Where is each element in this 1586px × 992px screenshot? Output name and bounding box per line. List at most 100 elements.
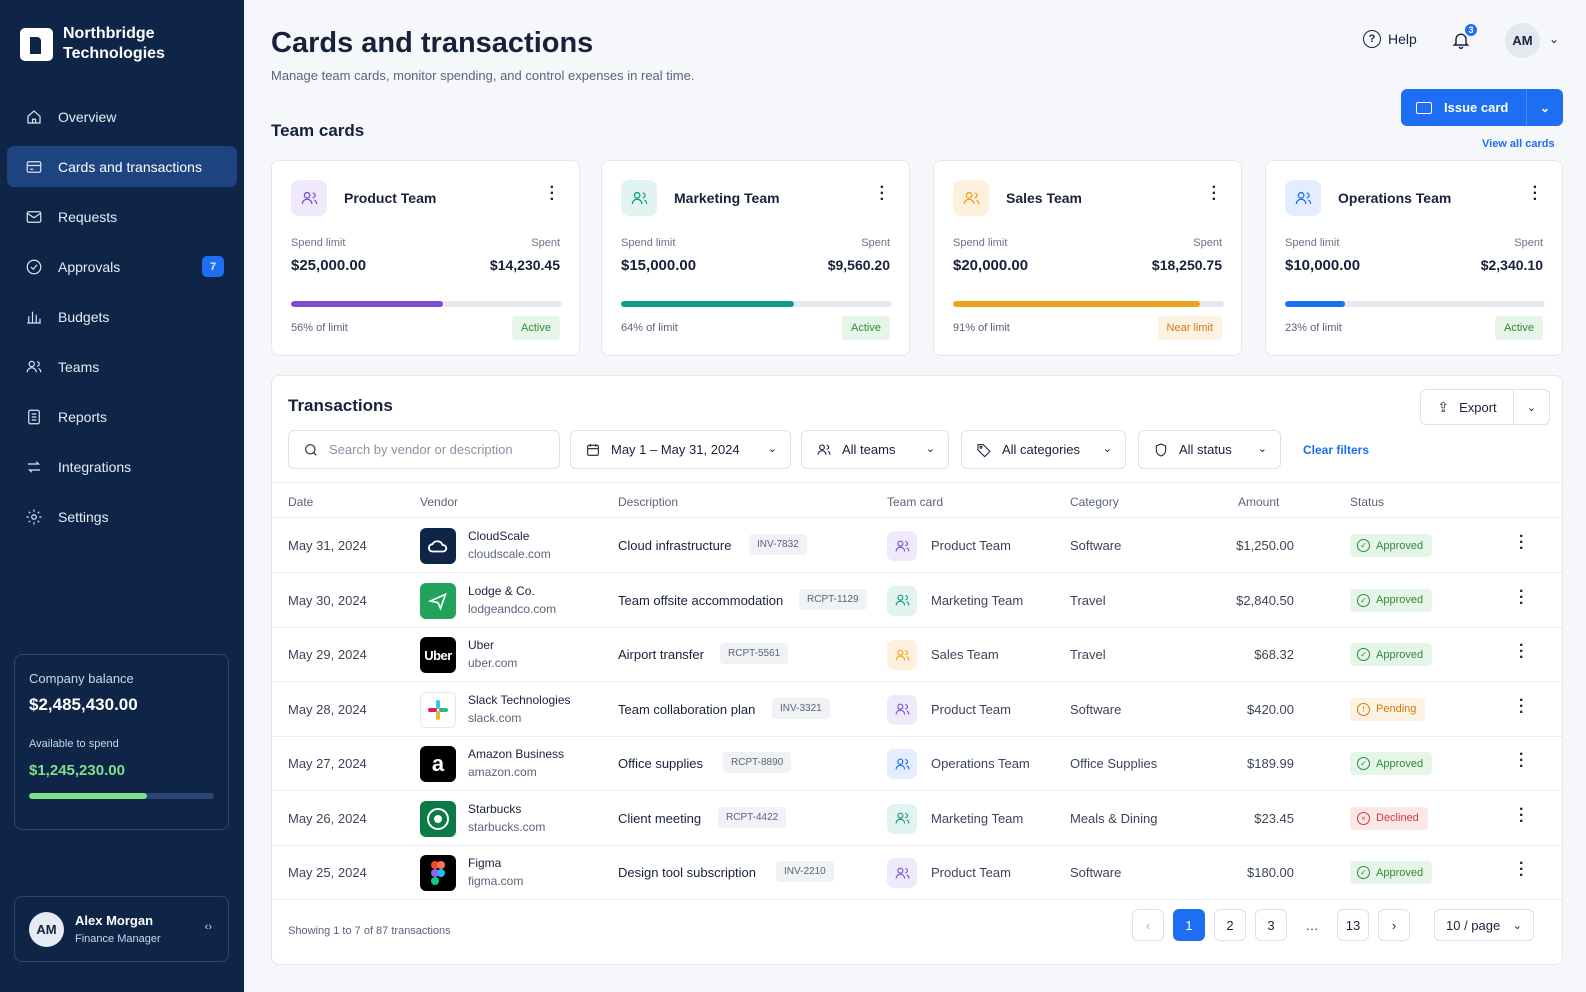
spend-progress-fill: [291, 301, 443, 307]
more-options-icon[interactable]: · · ·: [1519, 800, 1525, 830]
transaction-date: May 28, 2024: [288, 701, 367, 717]
transactions-panel: Transactions ⇪ Export ⌄ Search by vendor …: [271, 375, 1563, 965]
more-options-icon[interactable]: · · ·: [1532, 179, 1538, 208]
vendor-name[interactable]: CloudScale: [468, 529, 530, 543]
users-icon: [887, 585, 917, 616]
users-icon: [953, 180, 989, 216]
more-options-icon[interactable]: · · ·: [1519, 855, 1525, 884]
page-button[interactable]: 3: [1255, 909, 1287, 941]
team-card[interactable]: Marketing Team · · · Spend limit Spent $15,000…: [601, 160, 910, 356]
sidebar-item-reports[interactable]: Reports: [7, 396, 237, 437]
sidebar-item-integrations[interactable]: Integrations: [7, 446, 237, 487]
export-button[interactable]: ⇪ Export ⌄: [1420, 389, 1550, 425]
sidebar-item-requests[interactable]: Requests: [7, 196, 237, 237]
page-button[interactable]: 1: [1173, 909, 1205, 941]
search-input[interactable]: Search by vendor or description: [288, 430, 560, 469]
table-row[interactable]: May 26, 2024 Starbucks starbucks.com Client…: [272, 791, 1562, 846]
transaction-category: Software: [1070, 538, 1122, 553]
more-options-icon[interactable]: · · ·: [1519, 746, 1525, 775]
issue-card-button[interactable]: Issue card ⌄: [1401, 89, 1563, 126]
col-category[interactable]: Category: [1070, 495, 1119, 509]
team-card[interactable]: Product Team · · · Spend limit Spent $25,000.0…: [271, 160, 580, 356]
card-icon: [25, 158, 43, 176]
transaction-date: May 27, 2024: [288, 756, 367, 771]
help-button[interactable]: ? Help: [1363, 30, 1417, 48]
vendor-name[interactable]: Uber: [468, 638, 495, 652]
sidebar-item-overview[interactable]: Overview: [7, 96, 237, 137]
more-options-icon[interactable]: · · ·: [549, 179, 555, 208]
vendor-name[interactable]: Amazon Business: [468, 747, 565, 761]
sidebar-item-budgets[interactable]: Budgets: [7, 296, 237, 337]
col-team-card[interactable]: Team card: [887, 495, 944, 509]
more-options-icon[interactable]: · · ·: [1519, 528, 1525, 557]
sidebar-item-approvals[interactable]: Approvals 7: [7, 246, 237, 287]
vendor-name[interactable]: Figma: [468, 856, 502, 870]
transaction-description: Cloud infrastructure: [618, 538, 732, 553]
vendor-name[interactable]: Slack Technologies: [468, 692, 571, 707]
status-icon: ✓: [1357, 539, 1370, 552]
status-badge: ✓ Approved: [1350, 861, 1433, 884]
col-amount[interactable]: Amount: [1238, 495, 1280, 509]
company-balance-panel: Company balance $2,485,430.00 Available …: [14, 654, 229, 830]
sidebar-item-teams[interactable]: Teams: [7, 346, 237, 387]
date-range-filter[interactable]: May 1 – May 31, 2024 ⌄: [570, 430, 791, 469]
more-options-icon[interactable]: · · ·: [1519, 637, 1525, 666]
col-description[interactable]: Description: [618, 495, 679, 509]
issue-card-dropdown-icon[interactable]: ⌄: [1539, 100, 1551, 115]
col-vendor[interactable]: Vendor: [420, 495, 459, 509]
showing-count: Showing 1 to 7 of 87 transactions: [288, 925, 451, 937]
more-options-icon[interactable]: · · ·: [1519, 582, 1525, 612]
header-avatar[interactable]: AM: [1505, 23, 1540, 58]
category-filter[interactable]: All categories ⌄: [961, 430, 1126, 469]
page-button[interactable]: 2: [1214, 909, 1246, 941]
page-size-select[interactable]: 10 / page ⌄: [1434, 909, 1534, 941]
table-row[interactable]: May 29, 2024 Uber Uber uber.com Airport tran…: [272, 627, 1562, 682]
users-icon: [25, 358, 43, 376]
table-row[interactable]: May 30, 2024 Lodge & Co. lodgeandco.com Tea…: [272, 573, 1562, 628]
more-options-icon[interactable]: · · ·: [1211, 179, 1217, 208]
team-card-name: Marketing Team: [931, 592, 1024, 608]
transaction-description: Office supplies: [618, 756, 704, 771]
vendor-logo: [420, 691, 456, 728]
company-name: Northbridge Technologies: [63, 25, 165, 62]
view-all-cards-link[interactable]: View all cards: [1482, 138, 1555, 150]
clear-filters-link[interactable]: Clear filters: [1303, 443, 1370, 457]
sidebar-item-label: Approvals: [58, 258, 121, 275]
inbox-icon: [25, 208, 43, 226]
brand[interactable]: Northbridge Technologies: [20, 24, 183, 64]
users-icon: [1285, 180, 1321, 216]
prev-page-button[interactable]: ‹: [1132, 909, 1164, 941]
sidebar-item-settings[interactable]: Settings: [7, 496, 237, 537]
status-filter[interactable]: All status ⌄: [1138, 430, 1281, 469]
vendor-name[interactable]: Starbucks: [468, 801, 522, 816]
page-button[interactable]: 13: [1337, 909, 1369, 941]
more-options-icon[interactable]: · · ·: [1519, 691, 1525, 721]
team-card[interactable]: Sales Team · · · Spend limit Spent $20,000.00 $…: [933, 160, 1242, 356]
table-row[interactable]: May 31, 2024 CloudScale cloudscale.com Clou…: [272, 518, 1562, 573]
next-page-button[interactable]: ›: [1378, 909, 1410, 941]
table-row[interactable]: May 27, 2024 a Amazon Business amazon.com Of…: [272, 736, 1562, 791]
calendar-icon: [585, 442, 601, 458]
vendor-logo: [420, 528, 456, 564]
notifications-button[interactable]: 3: [1451, 22, 1479, 50]
page-subtitle: Manage team cards, monitor spending, and…: [271, 68, 695, 83]
table-row[interactable]: May 28, 2024 Slack Technologies slack.com T…: [272, 682, 1562, 737]
chevron-down-icon[interactable]: ⌄: [1549, 32, 1560, 46]
team-card[interactable]: Operations Team · · · Spend limit Spent $10,00…: [1265, 160, 1563, 356]
sidebar-item-cards-and-transactions[interactable]: Cards and transactions: [7, 146, 237, 187]
col-status[interactable]: Status: [1350, 495, 1385, 509]
export-dropdown-icon[interactable]: ⌄: [1526, 401, 1537, 414]
team-card-name: Operations Team: [931, 756, 1030, 771]
expand-icon[interactable]: ‹›: [204, 921, 212, 933]
table-row[interactable]: May 25, 2024 Figma figma.com Design tool su…: [272, 845, 1562, 900]
user-profile[interactable]: AM Alex Morgan Finance Manager ‹›: [14, 896, 229, 962]
vendor-name[interactable]: Lodge & Co.: [468, 583, 535, 598]
team-filter[interactable]: All teams ⌄: [801, 430, 949, 469]
more-options-icon[interactable]: · · ·: [879, 179, 885, 208]
company-logo: [20, 27, 53, 61]
transaction-category: Office Supplies: [1070, 756, 1158, 771]
reference-badge: INV-2210: [776, 861, 834, 882]
sidebar-item-label: Cards and transactions: [58, 158, 202, 175]
col-date[interactable]: Date: [288, 495, 314, 509]
team-card-name: Sales Team: [931, 647, 999, 662]
